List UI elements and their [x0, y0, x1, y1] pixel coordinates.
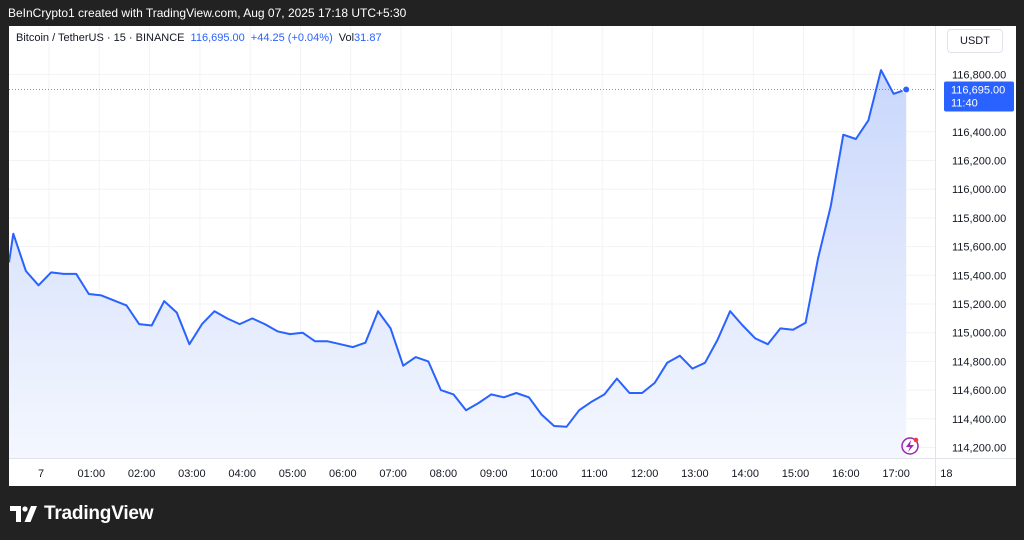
brand-name: TradingView	[44, 503, 154, 524]
price-axis-label: 116,400.00	[952, 127, 1006, 139]
time-axis-label: 7	[38, 468, 44, 480]
price-axis-label: 114,600.00	[952, 385, 1006, 397]
price-axis-label: 115,800.00	[952, 213, 1006, 225]
time-axis-label: 08:00	[430, 468, 458, 480]
time-axis-label: 01:00	[78, 468, 106, 480]
chart-panel[interactable]: 114,200.00 114,400.00 114,600.00 114,800.00…	[9, 26, 1016, 486]
price-axis-label: 114,200.00	[952, 443, 1006, 455]
legend-price: 116,695.00	[190, 32, 245, 44]
price-axis-label: 114,400.00	[952, 414, 1006, 426]
chart-legend: Bitcoin / TetherUS · 15 · BINANCE 116,695…	[16, 32, 382, 44]
legend-change: +44.25 (+0.04%)	[250, 32, 333, 44]
time-axis-label: 15:00	[782, 468, 810, 480]
time-axis-label: 07:00	[379, 468, 407, 480]
lightning-icon[interactable]	[901, 437, 919, 455]
chart-caption: BeInCrypto1 created with TradingView.com…	[8, 6, 407, 20]
time-axis-label: 18	[940, 468, 952, 480]
time-axis-label: 05:00	[279, 468, 307, 480]
volume-value: 31.87	[354, 32, 382, 44]
price-area-fill	[9, 70, 907, 458]
symbol-label[interactable]: Bitcoin / TetherUS · 15 · BINANCE	[16, 32, 185, 44]
tradingview-logo: TradingView	[10, 502, 154, 526]
time-axis-label: 06:00	[329, 468, 357, 480]
volume-label: Vol	[338, 32, 355, 44]
time-axis-label: 12:00	[631, 468, 659, 480]
price-axis-label: 115,600.00	[952, 242, 1006, 254]
price-axis-label: 116,800.00	[952, 69, 1006, 81]
price-axis-label: 115,000.00	[952, 328, 1006, 340]
lightning-icon-bolt	[906, 440, 914, 452]
price-chart-svg[interactable]: 114,200.00 114,400.00 114,600.00 114,800.00…	[9, 26, 1016, 486]
time-axis-label: 02:00	[128, 468, 156, 480]
time-axis-label: 13:00	[681, 468, 709, 480]
time-axis-label: 03:00	[178, 468, 206, 480]
time-axis-label: 16:00	[832, 468, 860, 480]
tradingview-logo-icon	[10, 506, 37, 522]
time-axis-label: 04:00	[228, 468, 256, 480]
price-axis-label: 114,800.00	[952, 356, 1006, 368]
last-price-tag-value: 116,695.00	[951, 84, 1005, 96]
last-price-dot[interactable]	[902, 85, 911, 94]
price-axis-label: 116,000.00	[952, 184, 1006, 196]
price-axis-label: 116,200.00	[952, 156, 1006, 168]
price-line[interactable]	[9, 69, 907, 428]
price-axis-label: 115,400.00	[952, 270, 1006, 282]
time-axis-label: 11:00	[581, 468, 608, 480]
last-price-tag[interactable]	[944, 81, 1014, 112]
time-axis-label: 09:00	[480, 468, 508, 480]
currency-button[interactable]: USDT	[947, 29, 1003, 53]
time-axis-label: 14:00	[731, 468, 759, 480]
last-price-countdown: 11:40	[951, 97, 978, 109]
price-axis-label: 115,200.00	[952, 299, 1006, 311]
time-axis-label: 10:00	[530, 468, 558, 480]
time-axis-label: 17:00	[882, 468, 910, 480]
notification-dot	[913, 437, 919, 443]
